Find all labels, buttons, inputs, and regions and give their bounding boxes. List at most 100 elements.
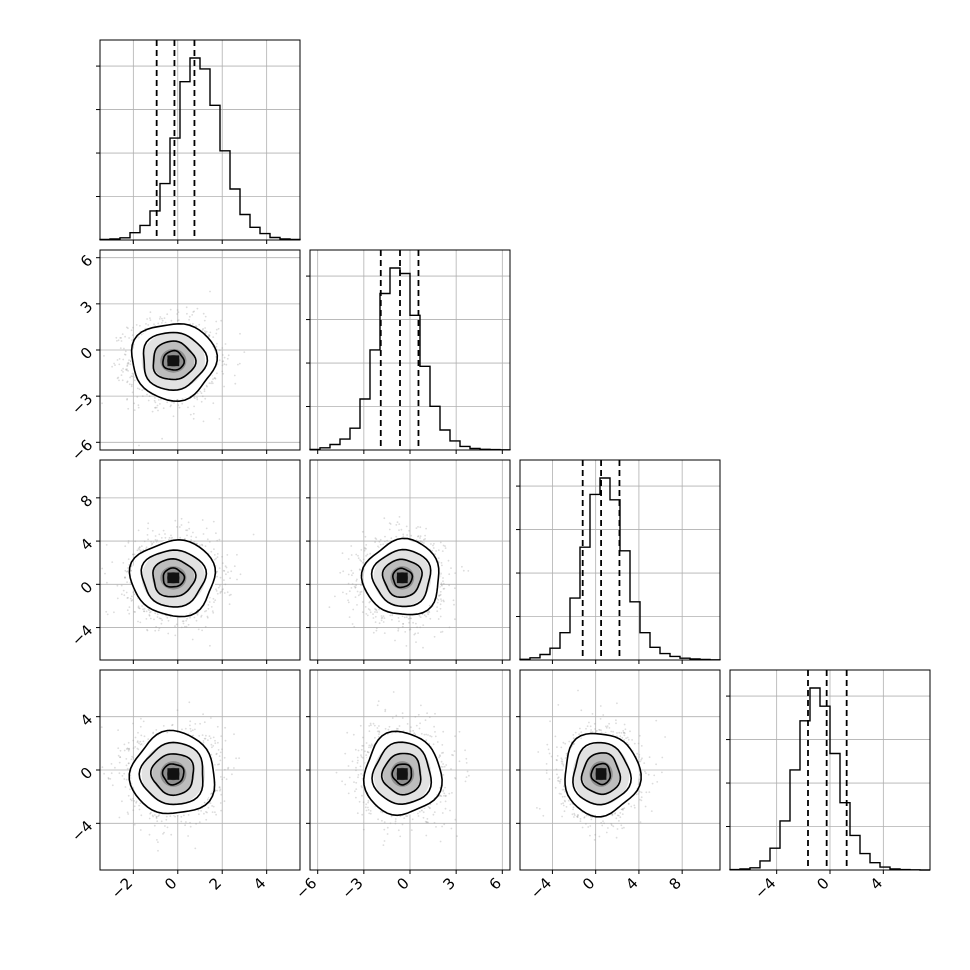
scatter-point (360, 584, 362, 587)
scatter-point (164, 536, 167, 539)
scatter-point (366, 553, 369, 556)
scatter-point (223, 356, 226, 359)
scatter-point (111, 365, 113, 368)
scatter-point (437, 599, 440, 601)
scatter-point (141, 389, 144, 392)
scatter-point (209, 644, 211, 647)
y-tick-label: 0 (77, 578, 96, 597)
scatter-point (114, 766, 116, 769)
scatter-point (187, 521, 190, 524)
scatter-point (107, 777, 110, 780)
scatter-point (217, 741, 219, 744)
scatter-point (132, 326, 134, 329)
scatter-point (216, 575, 219, 578)
scatter-point (106, 613, 109, 616)
scatter-point (154, 406, 157, 409)
scatter-point (334, 595, 336, 598)
scatter-point (136, 387, 139, 390)
scatter-point (124, 569, 127, 572)
scatter-point (158, 318, 161, 320)
scatter-point (364, 606, 367, 608)
scatter-point (119, 337, 122, 339)
scatter-point (132, 591, 135, 594)
y-tick-label: 6 (77, 251, 96, 270)
contour-line (142, 331, 209, 392)
scatter-point (225, 573, 227, 576)
scatter-point (126, 362, 129, 365)
scatter-point (424, 534, 426, 537)
scatter-point (127, 567, 129, 569)
scatter-point (127, 596, 129, 599)
scatter-point (201, 395, 204, 398)
scatter-point (221, 562, 224, 564)
scatter-point (201, 329, 204, 331)
scatter-point (151, 529, 154, 532)
scatter-point (360, 549, 363, 551)
scatter-point (407, 617, 410, 620)
contour-line (152, 557, 197, 598)
y-tick-label: −4 (68, 621, 96, 649)
scatter-point (440, 562, 443, 564)
scatter-point (166, 313, 169, 316)
scatter-point (378, 622, 381, 625)
scatter-point (134, 540, 137, 543)
scatter-point (131, 339, 133, 342)
scatter-point (415, 527, 418, 529)
scatter-point (154, 535, 157, 537)
scatter-point (153, 323, 155, 326)
scatter-point (162, 725, 165, 727)
contour-line (130, 322, 219, 403)
scatter-point (138, 546, 141, 548)
scatter-point (190, 730, 192, 733)
scatter-point (388, 528, 391, 531)
scatter-point (416, 626, 418, 629)
scatter-point (395, 524, 398, 526)
scatter-point (127, 327, 129, 330)
scatter-point (188, 527, 191, 530)
scatter-point (462, 569, 465, 572)
scatter-point (221, 370, 224, 373)
scatter-point (454, 618, 456, 621)
scatter-point (360, 590, 363, 593)
scatter-point (204, 397, 207, 400)
scatter-point (139, 549, 142, 552)
scatter-point (437, 618, 440, 620)
scatter-point (178, 406, 181, 409)
scatter-point (148, 817, 151, 820)
scatter-point (347, 601, 350, 604)
scatter-point (225, 566, 228, 569)
scatter-point (105, 544, 108, 546)
scatter-point (439, 590, 442, 593)
scatter-point (225, 363, 228, 366)
scatter-point (372, 631, 375, 634)
scatter-point (106, 581, 108, 584)
scatter-point (206, 616, 209, 619)
scatter-point (138, 444, 140, 447)
scatter-point (156, 539, 159, 542)
scatter-point (159, 403, 161, 405)
scatter-point (136, 740, 139, 742)
scatter-point (353, 625, 356, 628)
scatter-point (143, 610, 145, 613)
scatter-point (223, 385, 226, 388)
scatter-point (204, 545, 207, 548)
scatter-point (400, 528, 403, 531)
y-tick-label: 3 (77, 297, 96, 316)
scatter-point (127, 540, 130, 542)
scatter-point (204, 330, 206, 333)
scatter-point (360, 560, 363, 562)
scatter-point (419, 535, 422, 538)
scatter-point (201, 629, 204, 632)
scatter-point (436, 606, 438, 608)
scatter-point (354, 586, 357, 589)
scatter-point (223, 776, 226, 779)
scatter-point (442, 599, 445, 602)
scatter-point (116, 584, 119, 587)
scatter-point (161, 437, 164, 440)
histogram-bars (309, 267, 511, 451)
scatter-point (180, 517, 183, 520)
scatter-point (182, 622, 185, 625)
scatter-point (133, 553, 136, 556)
scatter-point (427, 613, 430, 616)
scatter-point (222, 360, 225, 362)
